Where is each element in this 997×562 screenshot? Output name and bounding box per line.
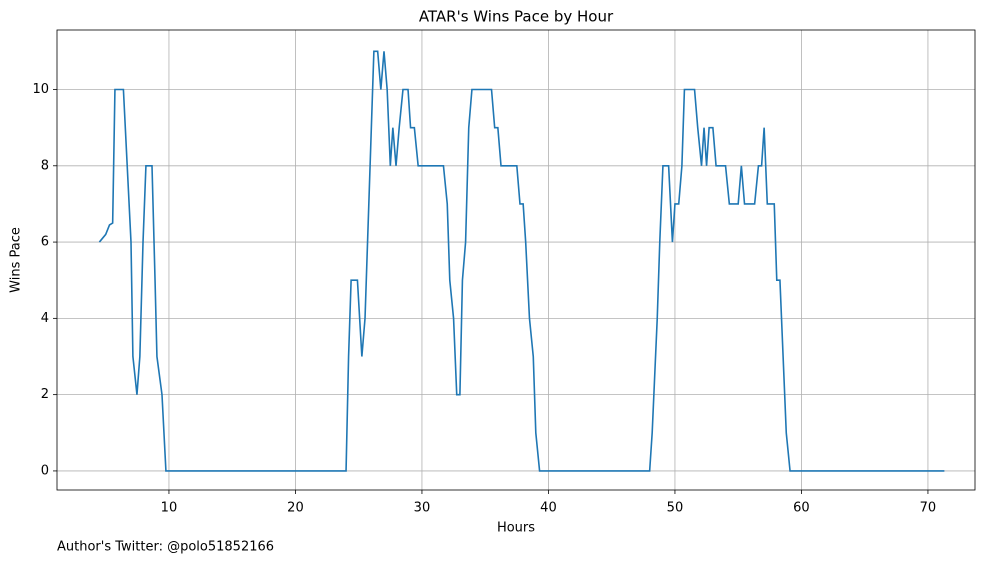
y-tick-label: 0 (41, 463, 49, 478)
y-tick-label: 8 (41, 158, 49, 173)
y-tick-label: 4 (41, 311, 49, 326)
y-tick-label: 2 (41, 387, 49, 402)
data-line (98, 50, 945, 472)
x-tick-label: 50 (667, 501, 684, 516)
x-tick-label: 20 (287, 501, 304, 516)
x-tick-label: 30 (414, 501, 431, 516)
x-axis-label: Hours (497, 521, 535, 536)
y-tick-label: 6 (41, 235, 49, 250)
plot-frame (56, 29, 976, 491)
y-tick-label: 10 (32, 82, 49, 97)
y-axis-label: Wins Pace (9, 227, 24, 293)
x-tick-label: 70 (920, 501, 937, 516)
x-tick-label: 40 (540, 501, 557, 516)
x-tick-label: 10 (161, 501, 178, 516)
x-tick-label: 60 (793, 501, 810, 516)
chart-title: ATAR's Wins Pace by Hour (419, 8, 614, 26)
footer: Author's Twitter: @polo51852166 (57, 540, 274, 555)
